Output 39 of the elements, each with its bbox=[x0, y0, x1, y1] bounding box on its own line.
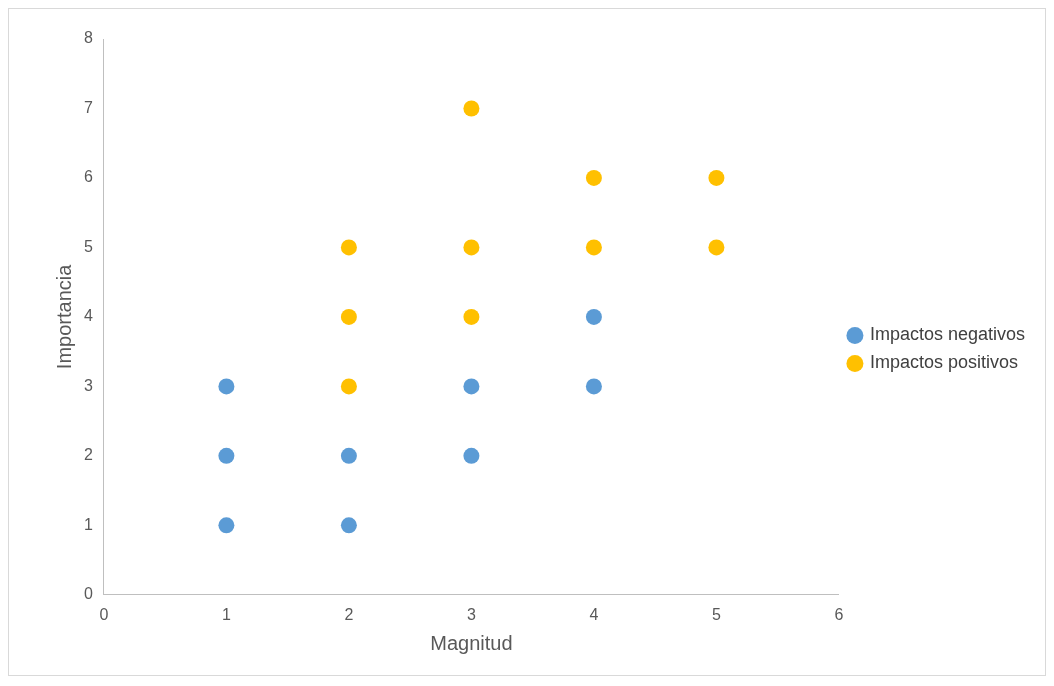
point bbox=[585, 169, 602, 186]
y-tick-label: 6 bbox=[83, 168, 93, 186]
x-tick-label: 6 bbox=[834, 605, 844, 623]
x-tick-label: 3 bbox=[466, 605, 476, 623]
point bbox=[585, 378, 602, 395]
legend-label: Impactos negativos bbox=[869, 324, 1026, 345]
y-tick-label: 5 bbox=[83, 237, 93, 255]
y-tick-label: 7 bbox=[83, 98, 93, 116]
point bbox=[340, 517, 357, 534]
point bbox=[340, 239, 357, 256]
y-tick-label: 1 bbox=[83, 515, 93, 533]
y-tick-label: 4 bbox=[83, 307, 93, 325]
point bbox=[218, 378, 235, 395]
point bbox=[708, 239, 725, 256]
y-tick-label: 8 bbox=[83, 29, 93, 47]
point bbox=[218, 447, 235, 464]
y-axis-title: Importancia bbox=[52, 263, 75, 370]
point bbox=[340, 308, 357, 325]
point bbox=[463, 378, 480, 395]
point bbox=[585, 308, 602, 325]
x-tick-label: 0 bbox=[99, 605, 109, 623]
point bbox=[463, 239, 480, 256]
x-tick-label: 2 bbox=[344, 605, 354, 623]
point bbox=[463, 100, 480, 117]
point bbox=[218, 517, 235, 534]
point bbox=[708, 169, 725, 186]
x-tick-label: 1 bbox=[221, 605, 231, 623]
x-axis-title: Magnitud bbox=[430, 631, 513, 654]
x-tick-label: 4 bbox=[589, 605, 599, 623]
y-tick-label: 0 bbox=[83, 585, 93, 603]
point bbox=[340, 447, 357, 464]
legend-label: Impactos positivos bbox=[869, 352, 1018, 373]
point bbox=[585, 239, 602, 256]
point bbox=[463, 447, 480, 464]
y-tick-label: 2 bbox=[83, 446, 93, 464]
point bbox=[463, 308, 480, 325]
point bbox=[340, 378, 357, 395]
x-tick-label: 5 bbox=[711, 605, 721, 623]
y-tick-label: 3 bbox=[83, 376, 93, 394]
